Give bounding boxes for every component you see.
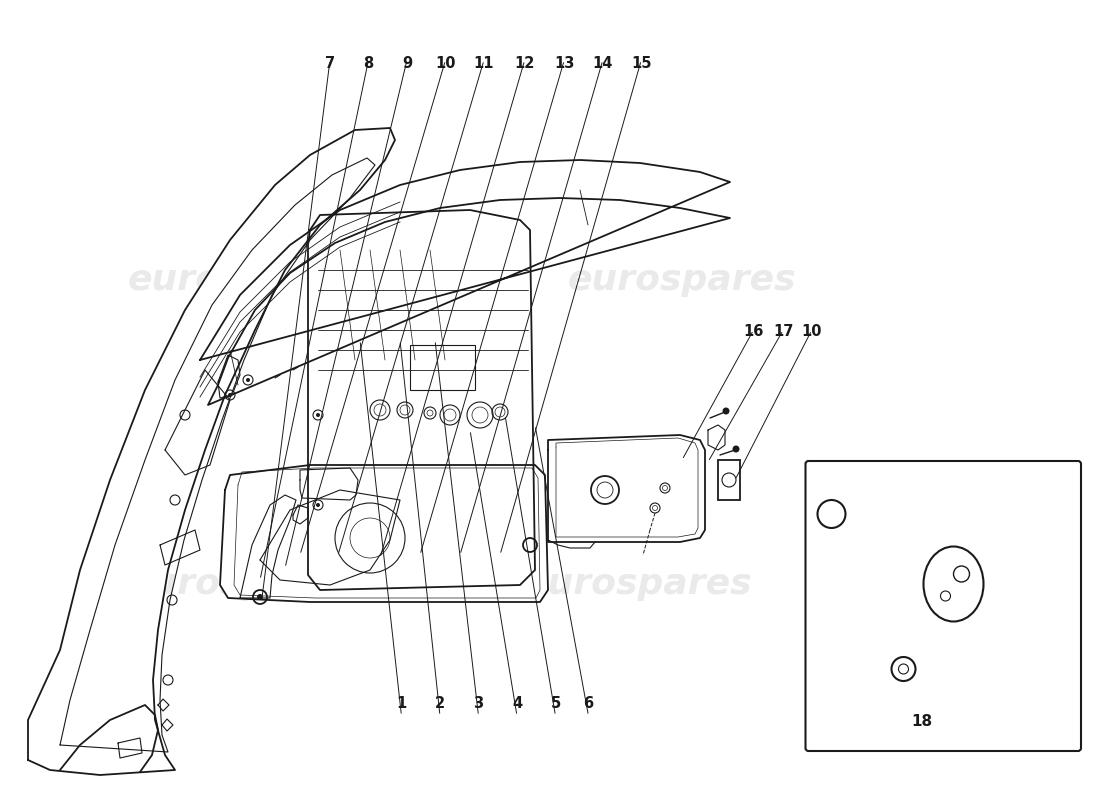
- Ellipse shape: [924, 546, 983, 622]
- Circle shape: [591, 476, 619, 504]
- Text: 11: 11: [474, 56, 494, 71]
- Text: 8: 8: [363, 56, 374, 71]
- Circle shape: [257, 594, 263, 600]
- Text: 9: 9: [402, 56, 412, 71]
- Text: 2: 2: [434, 696, 446, 711]
- Text: 7: 7: [324, 56, 336, 71]
- Text: 17: 17: [773, 324, 793, 339]
- Text: 16: 16: [744, 324, 763, 339]
- Polygon shape: [28, 128, 395, 775]
- Text: 5: 5: [550, 696, 561, 711]
- Circle shape: [316, 503, 320, 507]
- Text: eurospares: eurospares: [568, 263, 796, 297]
- Text: 1: 1: [396, 696, 407, 711]
- Text: 6: 6: [583, 696, 594, 711]
- FancyBboxPatch shape: [805, 461, 1081, 751]
- Text: 10: 10: [436, 56, 455, 71]
- Circle shape: [733, 446, 739, 453]
- Bar: [410, 345, 475, 390]
- Polygon shape: [548, 435, 705, 542]
- Text: eurospares: eurospares: [128, 567, 356, 601]
- Circle shape: [228, 393, 232, 397]
- Circle shape: [817, 500, 846, 528]
- Text: 10: 10: [802, 324, 822, 339]
- Polygon shape: [293, 505, 308, 524]
- Circle shape: [891, 657, 915, 681]
- Text: 14: 14: [593, 56, 613, 71]
- Text: eurospares: eurospares: [524, 567, 752, 601]
- Text: 12: 12: [515, 56, 535, 71]
- Polygon shape: [200, 160, 730, 405]
- Circle shape: [316, 413, 320, 417]
- Text: 3: 3: [473, 696, 484, 711]
- Circle shape: [723, 407, 729, 414]
- Text: 4: 4: [512, 696, 522, 711]
- Polygon shape: [220, 465, 548, 602]
- Bar: [718, 460, 740, 500]
- Text: 15: 15: [631, 56, 651, 71]
- Text: eurospares: eurospares: [128, 263, 356, 297]
- Polygon shape: [308, 210, 535, 590]
- Text: 13: 13: [554, 56, 574, 71]
- Circle shape: [246, 378, 250, 382]
- Text: 18: 18: [911, 714, 933, 729]
